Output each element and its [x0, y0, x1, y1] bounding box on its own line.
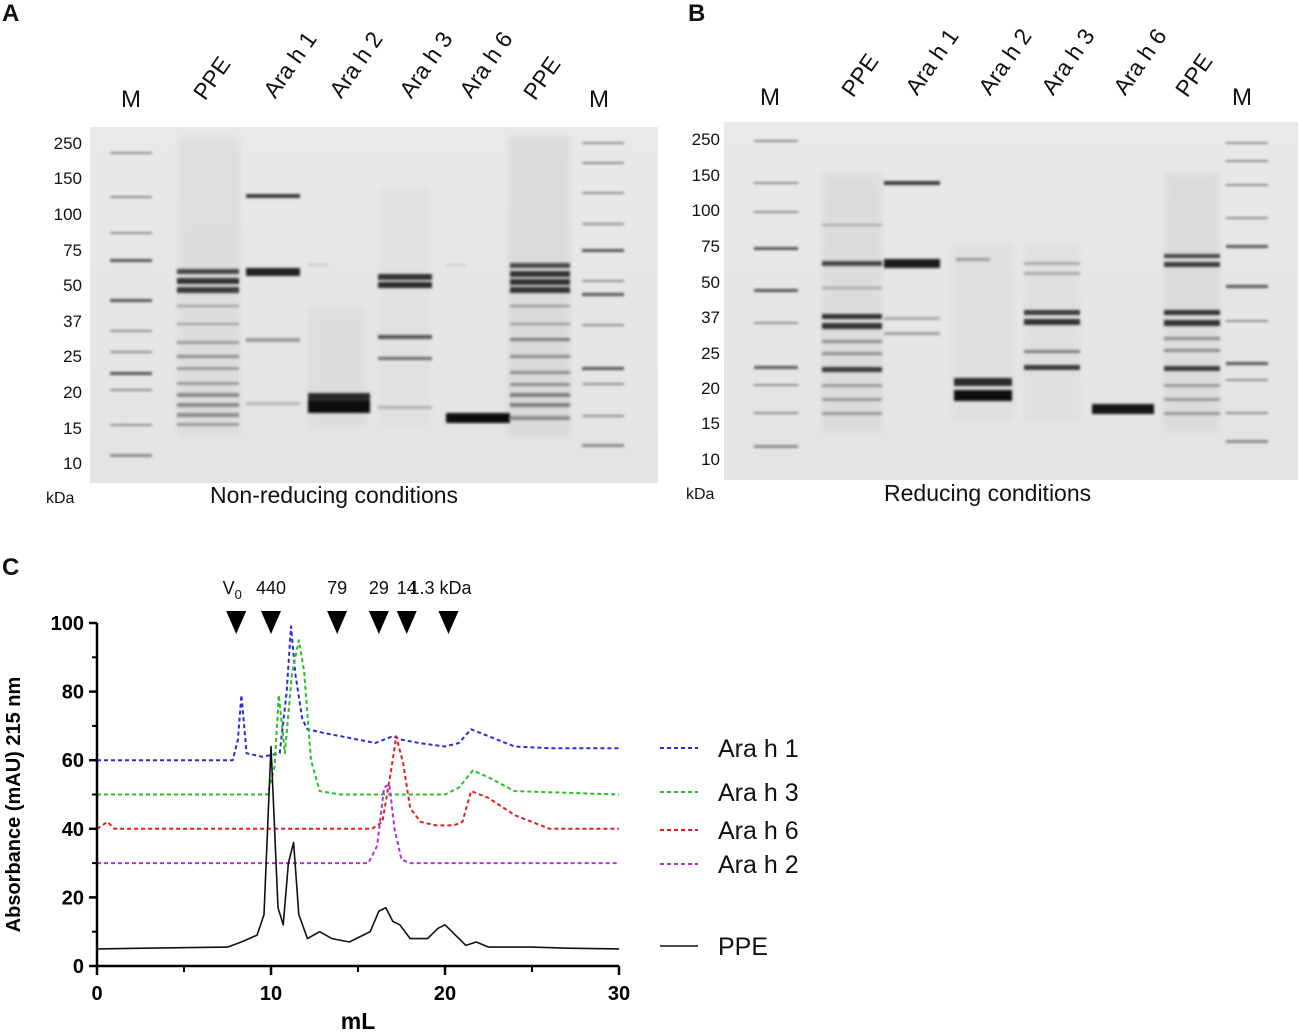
- x-axis-label: mL: [341, 1008, 376, 1034]
- marker-triangle: [261, 611, 281, 634]
- y-tick-label: 0: [73, 956, 84, 978]
- legend-label: Ara h 3: [718, 779, 799, 807]
- lane-label-ara-h6-b: Ara h 6: [1107, 23, 1172, 100]
- panel-letter-a: A: [2, 0, 20, 27]
- marker-label: 14: [397, 578, 417, 598]
- mw-label-20: 20: [63, 383, 82, 402]
- x-tick-label: 30: [608, 983, 630, 1005]
- kda-unit-a: kDa: [46, 490, 75, 507]
- mw-label-75: 75: [63, 241, 82, 260]
- lane-label-ara-h6: Ara h 6: [453, 26, 518, 103]
- mw-label-37: 37: [63, 312, 82, 331]
- mw-label-150: 150: [53, 169, 82, 188]
- mw-label-10-b: 10: [701, 450, 720, 469]
- lane-label-ara-h1: Ara h 1: [257, 26, 322, 103]
- lane-label-m-right: M: [589, 86, 609, 113]
- mw-label-100: 100: [53, 205, 82, 224]
- legend-label: PPE: [718, 933, 768, 961]
- y-tick-label: 20: [62, 887, 84, 909]
- mw-label-15: 15: [63, 419, 82, 438]
- marker-label: 29: [369, 578, 389, 598]
- chart-series: [96, 625, 620, 950]
- mw-label-50: 50: [63, 276, 82, 295]
- series-line-ara-h-3: [97, 639, 620, 796]
- marker-label: V0: [223, 578, 242, 602]
- kda-unit-b: kDa: [686, 486, 715, 503]
- x-tick-label: 0: [91, 983, 102, 1005]
- lane-label-m-right-b: M: [1232, 84, 1252, 111]
- lane-label-ppe-b: PPE: [835, 48, 884, 102]
- chart-legend: Ara h 1 Ara h 3 Ara h 6 Ara h 2 PPE: [660, 735, 799, 961]
- mw-label-50-b: 50: [701, 273, 720, 292]
- lane-label-m-left-b: M: [760, 84, 780, 111]
- legend-label: Ara h 2: [718, 851, 799, 879]
- marker-triangle: [396, 611, 417, 634]
- marker-triangle: [327, 611, 348, 634]
- marker-label: 79: [327, 578, 347, 598]
- marker-label: 1.3 kDa: [409, 578, 472, 598]
- y-tick-label: 60: [62, 750, 84, 772]
- x-tick-label: 20: [434, 983, 456, 1005]
- y-tick-label: 40: [62, 819, 84, 841]
- lane-label-ara-h1-b: Ara h 1: [899, 23, 964, 100]
- mw-label-150-b: 150: [691, 166, 720, 185]
- y-tick-label: 100: [51, 613, 84, 635]
- lane-label-ara-h2: Ara h 2: [323, 26, 388, 103]
- panel-letter-c: C: [2, 554, 20, 581]
- y-axis-label: Absorbance (mAU) 215 nm: [3, 677, 25, 933]
- series-line-ara-h-6: [96, 735, 619, 830]
- marker-triangle: [226, 611, 247, 634]
- lane-label-ppe: PPE: [187, 51, 236, 105]
- mw-label-20-b: 20: [701, 379, 720, 398]
- series-line-ppe: [96, 745, 620, 950]
- lane-label-ara-h3: Ara h 3: [393, 26, 458, 103]
- panel-letter-b: B: [688, 0, 706, 27]
- mw-label-10: 10: [63, 454, 82, 473]
- legend-label: Ara h 6: [718, 817, 799, 845]
- chromatogram-chart: V0 440 79 29 141.3 kDa 0 20 40 60 80 100 0 10 20 30 mL…: [3, 578, 799, 1034]
- marker-triangle: [438, 611, 459, 634]
- lane-label-ppe-right-b: PPE: [1169, 48, 1218, 102]
- marker-label-subscript: 0: [235, 587, 242, 602]
- series-line-ara-h-1: [97, 625, 619, 762]
- marker-label: 440: [256, 578, 286, 598]
- mw-markers: V0 440 79 29 141.3 kDa: [223, 578, 472, 634]
- caption-b: Reducing conditions: [884, 480, 1092, 506]
- mw-label-250: 250: [53, 134, 82, 153]
- legend-label: Ara h 1: [718, 735, 799, 763]
- mw-label-100-b: 100: [691, 201, 720, 220]
- mw-label-25: 25: [63, 347, 82, 366]
- mw-label-25-b: 25: [701, 344, 720, 363]
- gel-image-b: [724, 122, 1298, 480]
- lane-label-ppe-right: PPE: [517, 51, 566, 105]
- mw-label-75-b: 75: [701, 237, 720, 256]
- gel-bands-a: [110, 137, 624, 457]
- mw-label-37-b: 37: [701, 308, 720, 327]
- series-line-ara-h-2: [97, 783, 619, 865]
- marker-triangle: [368, 611, 389, 634]
- lane-label-ara-h3-b: Ara h 3: [1035, 23, 1100, 100]
- x-tick-label: 10: [260, 983, 282, 1005]
- lane-label-m-left: M: [121, 86, 141, 113]
- lane-label-ara-h2-b: Ara h 2: [972, 23, 1037, 100]
- mw-label-250-b: 250: [691, 130, 720, 149]
- gel-image-a: [90, 127, 658, 483]
- gel-bands-b: [754, 140, 1268, 448]
- y-tick-label: 80: [62, 682, 84, 704]
- mw-label-15-b: 15: [701, 414, 720, 433]
- chart-axes: 0 20 40 60 80 100 0 10 20 30 mL Absorbance (mAU) 21…: [3, 613, 630, 1034]
- caption-a: Non-reducing conditions: [210, 482, 459, 508]
